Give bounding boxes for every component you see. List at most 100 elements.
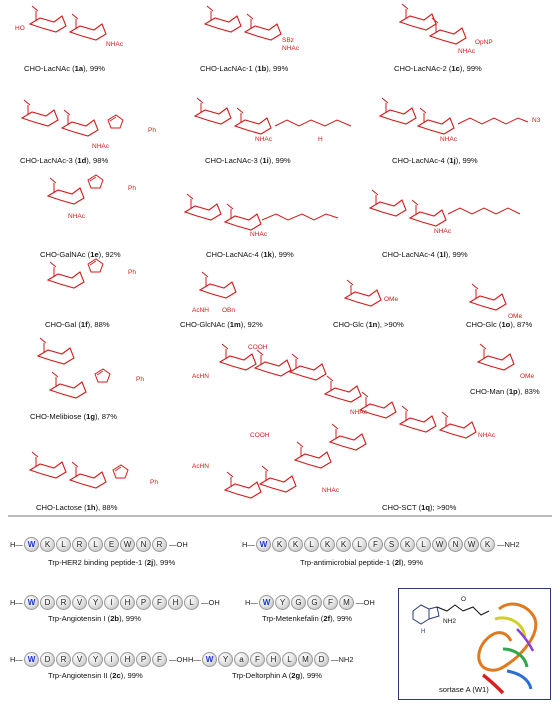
residue-bead: a xyxy=(234,652,249,667)
label-nhac: NHAc xyxy=(458,48,476,55)
residue-bead: L xyxy=(282,652,297,667)
residue-bead: W xyxy=(432,537,447,552)
residue-bead: E xyxy=(104,537,119,552)
peptide-2l: H— W K K L K K L F S K L W N W K —NH2 xyxy=(242,537,552,553)
label-ome: OMe xyxy=(384,296,398,303)
label-sbz: SBz xyxy=(282,37,294,44)
structure-1q xyxy=(219,343,477,499)
label-opnp: OpNP xyxy=(475,39,493,46)
structure-1h xyxy=(29,451,129,489)
n-terminus: H— xyxy=(242,540,255,549)
residue-bead: D xyxy=(40,595,55,610)
label-nhac: NHAc xyxy=(68,213,86,220)
residue-bead: F xyxy=(152,595,167,610)
caption-2f: Trp-Metenkefalin (2f), 99% xyxy=(262,614,353,623)
label-achn: AcHN xyxy=(192,373,209,380)
section-divider xyxy=(8,515,552,517)
residue-bead: Y xyxy=(88,595,103,610)
structure-1g xyxy=(37,337,111,399)
caption-1c: CHO-LacNAc-2 (1c), 99% xyxy=(394,64,482,73)
structure-1k xyxy=(184,193,339,231)
residue-bead: P xyxy=(136,652,151,667)
structure-1j xyxy=(379,97,529,135)
label-ph: Ph xyxy=(128,269,136,276)
label-n3: N3 xyxy=(532,117,541,124)
residue-bead: W xyxy=(24,652,39,667)
n-terminus: H— xyxy=(10,655,23,664)
n-terminus: H— xyxy=(188,655,201,664)
label-nhac: NHAc xyxy=(478,432,496,439)
residue-bead: G xyxy=(307,595,322,610)
label-nhac: NHAc xyxy=(434,228,452,235)
caption-1a: CHO-LacNAc (1a), 99% xyxy=(24,64,106,73)
residue-bead: L xyxy=(56,537,71,552)
caption-1o: CHO-Glc (1o), 87% xyxy=(466,320,533,329)
structure-1a xyxy=(29,5,107,41)
structure-1f xyxy=(47,258,104,289)
residue-bead: K xyxy=(480,537,495,552)
label-nhac: NHAc xyxy=(350,409,368,416)
label-acnh: AcNH xyxy=(192,307,209,314)
structure-1l xyxy=(369,189,521,227)
peptide-2b: H— W D R V Y I H P F H L —OH xyxy=(10,595,250,611)
residue-bead: V xyxy=(72,652,87,667)
label-ph: Ph xyxy=(150,479,158,486)
residue-bead: F xyxy=(368,537,383,552)
residue-bead: W xyxy=(24,537,39,552)
residue-bead: W xyxy=(256,537,271,552)
residue-bead: V xyxy=(72,595,87,610)
caption-1g: CHO-Melibiose (1g), 87% xyxy=(30,412,117,421)
residue-bead: K xyxy=(336,537,351,552)
label-nhac: NHAc xyxy=(322,487,340,494)
sortase-caption: sortase A (W1) xyxy=(439,685,489,694)
caption-1k: CHO-LacNAc-4 (1k), 99% xyxy=(206,250,294,259)
structure-1i xyxy=(194,97,352,135)
label-nhac: NHAc xyxy=(282,45,300,52)
c-terminus: —OH xyxy=(169,655,188,664)
label-ph: Ph xyxy=(128,185,136,192)
residue-bead: N xyxy=(448,537,463,552)
label-h: H xyxy=(318,136,323,143)
c-terminus: —NH2 xyxy=(331,655,354,664)
residue-bead: R xyxy=(56,652,71,667)
label-nhac: NHAc xyxy=(92,143,110,150)
residue-bead: K xyxy=(320,537,335,552)
residue-bead: L xyxy=(88,537,103,552)
label-nhac: NHAc xyxy=(255,136,273,143)
label-nhac: NHAc xyxy=(106,41,124,48)
carbohydrate-structures: HO NHAc SBz NHAc OpNP NHAc Ph NHAc NHAc … xyxy=(15,3,541,499)
residue-bead: Y xyxy=(88,652,103,667)
caption-1q: CHO-SCT (1q); >90% xyxy=(382,503,457,512)
residue-bead: K xyxy=(288,537,303,552)
residue-bead: Y xyxy=(218,652,233,667)
caption-1p: CHO-Man (1p), 83% xyxy=(470,387,540,396)
label-ome: OMe xyxy=(520,373,534,380)
caption-2c: Trp-Angiotensin II (2c), 99% xyxy=(48,671,143,680)
residue-bead: L xyxy=(352,537,367,552)
residue-bead: P xyxy=(136,595,151,610)
residue-bead: R xyxy=(72,537,87,552)
residue-bead: H xyxy=(168,595,183,610)
label-ome: OMe xyxy=(508,313,522,320)
residue-bead: K xyxy=(400,537,415,552)
structure-1p xyxy=(477,343,515,371)
structure-1b xyxy=(204,5,282,41)
sortase-o-label: O xyxy=(461,596,466,603)
caption-2b: Trp-Angiotensin I (2b), 99% xyxy=(48,614,142,623)
caption-1i: CHO-LacNAc-3 (1i), 99% xyxy=(205,156,291,165)
caption-1f: CHO-Gal (1f), 88% xyxy=(45,320,110,329)
caption-1j: CHO-LacNAc-4 (1j), 99% xyxy=(392,156,478,165)
residue-bead: F xyxy=(323,595,338,610)
sortase-nh2-label: NH2 xyxy=(443,618,456,625)
residue-bead: Y xyxy=(275,595,290,610)
n-terminus: H— xyxy=(10,598,23,607)
caption-1b: CHO-LacNAc-1 (1b), 99% xyxy=(200,64,289,73)
peptide-2c: H— W D R V Y I H P F —OH xyxy=(10,652,220,668)
caption-2j: Trp-HER2 binding peptide-1 (2j), 99% xyxy=(48,558,176,567)
structure-1c xyxy=(399,3,467,45)
c-terminus: —OH xyxy=(169,540,188,549)
residue-bead: L xyxy=(304,537,319,552)
structure-1e xyxy=(47,174,104,205)
indole-nh-label: H xyxy=(421,629,425,635)
